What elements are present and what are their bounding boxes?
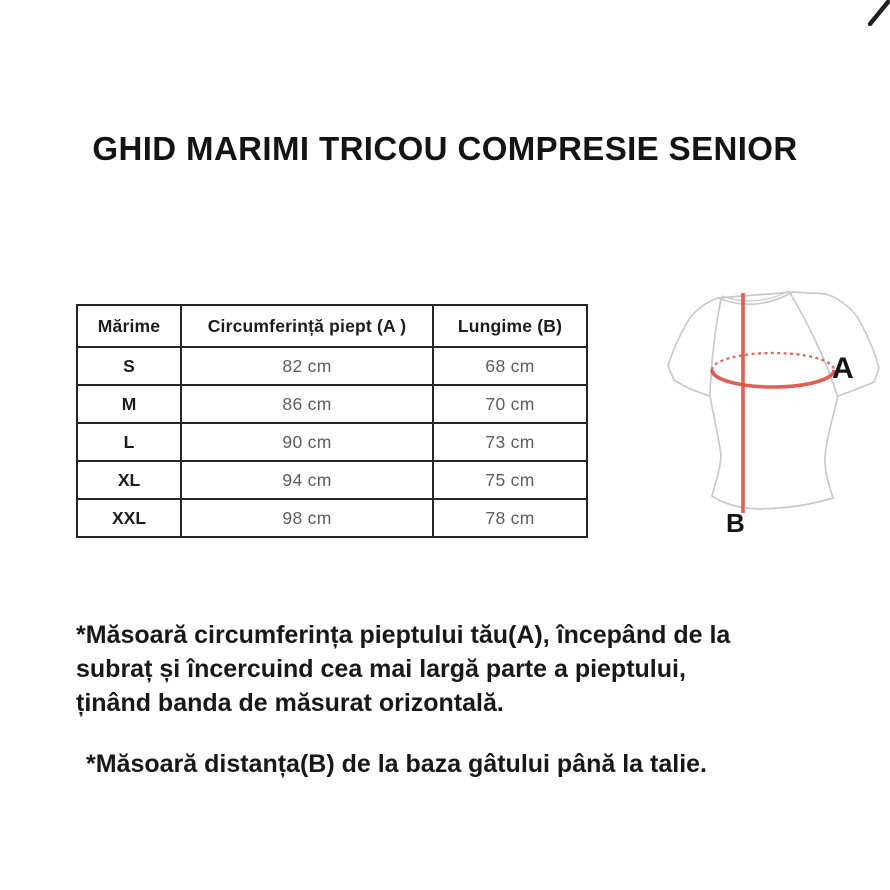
chest-value: 94 cm [180,460,434,500]
table-row: XXL 98 cm 78 cm [76,498,588,538]
table-header-row: Mărime Circumferință piept (A ) Lungime … [76,304,588,348]
note-line: *Măsoară circumferința pieptului tău(A),… [76,621,731,649]
page-title: GHID MARIMI TRICOU COMPRESIE SENIOR [92,130,798,167]
header-chest-circumference: Circumferință piept (A ) [180,304,434,348]
table-row: S 82 cm 68 cm [76,346,588,386]
size-table: Mărime Circumferință piept (A ) Lungime … [76,304,588,538]
tshirt-outline-icon [667,290,880,510]
table-row: XL 94 cm 75 cm [76,460,588,500]
length-value: 75 cm [432,460,588,500]
chest-value: 86 cm [180,384,434,424]
size-label: S [76,346,182,386]
label-a: A [832,352,854,385]
table-row: M 86 cm 70 cm [76,384,588,424]
size-label: L [76,422,182,462]
note-length-measurement: *Măsoară distanța(B) de la baza gâtului … [86,750,707,778]
note-line: ținând banda de măsurat orizontală. [76,689,504,717]
tshirt-measurement-diagram: A B [667,290,880,538]
label-b: B [726,508,745,538]
size-label: M [76,384,182,424]
pencil-icon-partial[interactable] [854,0,890,26]
note-line: subraț și încercuind cea mai largă parte… [76,655,686,683]
length-value: 68 cm [432,346,588,386]
size-label: XL [76,460,182,500]
length-value: 70 cm [432,384,588,424]
chest-value: 98 cm [180,498,434,538]
header-length: Lungime (B) [432,304,588,348]
measurement-marks [710,293,836,513]
header-size: Mărime [76,304,182,348]
chest-value: 82 cm [180,346,434,386]
chest-ellipse-solid-arc [710,369,836,389]
chest-ellipse-dotted-arc [710,351,836,371]
length-value: 78 cm [432,498,588,538]
chest-value: 90 cm [180,422,434,462]
length-value: 73 cm [432,422,588,462]
note-chest-measurement: *Măsoară circumferința pieptului tău(A),… [76,618,730,720]
size-label: XXL [76,498,182,538]
table-row: L 90 cm 73 cm [76,422,588,462]
